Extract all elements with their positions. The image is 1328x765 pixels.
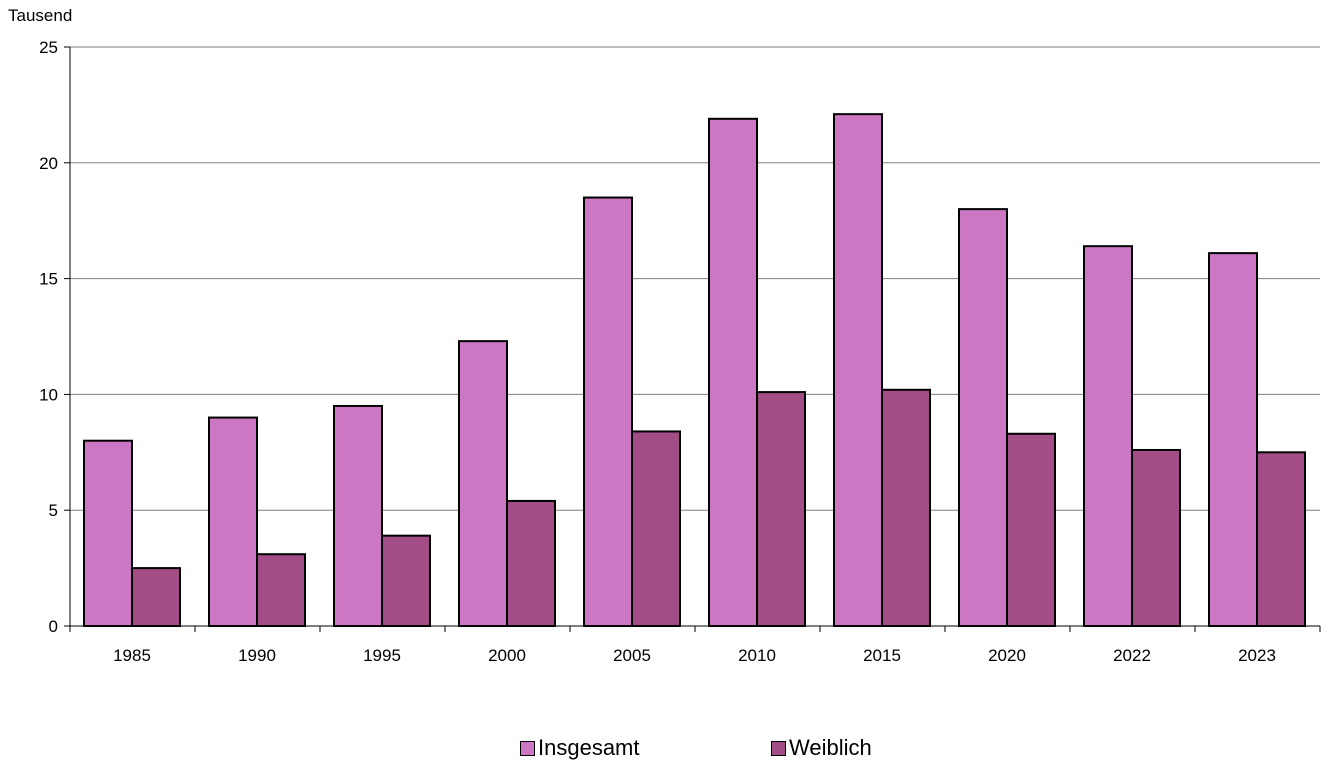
x-tick-label: 1985 [113,646,151,665]
bar-weiblich-2005 [631,430,681,627]
bar-insgesamt-2023 [1208,252,1258,627]
bar-insgesamt-1990 [208,416,258,627]
bar-weiblich-2000 [506,499,556,628]
x-tick-label: 2015 [863,646,901,665]
legend-item-insgesamt: Insgesamt [520,735,640,761]
bar-chart: 0 5 10 15 20 25 1985 1990 1995 2000 2005 2010 2015 20… [39,38,1321,665]
bar-insgesamt-2020 [958,208,1008,627]
bar-insgesamt-2015 [833,113,883,627]
y-tick-label: 10 [39,385,58,404]
x-tick-label: 2000 [488,646,526,665]
legend-label-weiblich: Weiblich [789,735,872,760]
y-tick-label: 20 [39,154,58,173]
legend: Insgesamt Weiblich [0,735,1328,761]
y-tick-label: 25 [39,38,58,57]
y-tick-label: 5 [49,501,58,520]
bar-weiblich-2020 [1006,432,1056,627]
bar-insgesamt-2022 [1083,245,1133,627]
bar-insgesamt-2005 [583,196,633,627]
bar-weiblich-1985 [131,567,181,627]
x-tick-label: 2020 [988,646,1026,665]
legend-swatch-insgesamt [520,740,535,756]
x-tick-label: 2023 [1238,646,1276,665]
bar-insgesamt-1995 [333,404,383,628]
y-tick-label: 15 [39,270,58,289]
x-tick-label: 2010 [738,646,776,665]
bar-weiblich-2022 [1131,448,1181,628]
x-tick-label: 1990 [238,646,276,665]
bar-insgesamt-2010 [708,117,758,628]
bar-insgesamt-1985 [83,439,133,627]
x-tick-label: 1995 [363,646,401,665]
legend-item-weiblich: Weiblich [771,735,872,761]
bar-weiblich-2015 [881,388,931,627]
tick-labels: 0 5 10 15 20 25 1985 1990 1995 2000 2005 2010 2015 20… [39,38,1276,665]
bar-insgesamt-2000 [458,340,508,627]
legend-label-insgesamt: Insgesamt [538,735,640,760]
bar-weiblich-1990 [256,553,306,627]
bar-weiblich-1995 [381,534,431,628]
bars [83,113,1306,628]
x-tick-label: 2022 [1113,646,1151,665]
x-tick-label: 2005 [613,646,651,665]
bar-weiblich-2023 [1256,451,1306,627]
bar-weiblich-2010 [756,391,806,628]
y-tick-label: 0 [49,617,58,636]
legend-swatch-weiblich [771,740,786,756]
y-axis-title: Tausend [8,6,73,25]
